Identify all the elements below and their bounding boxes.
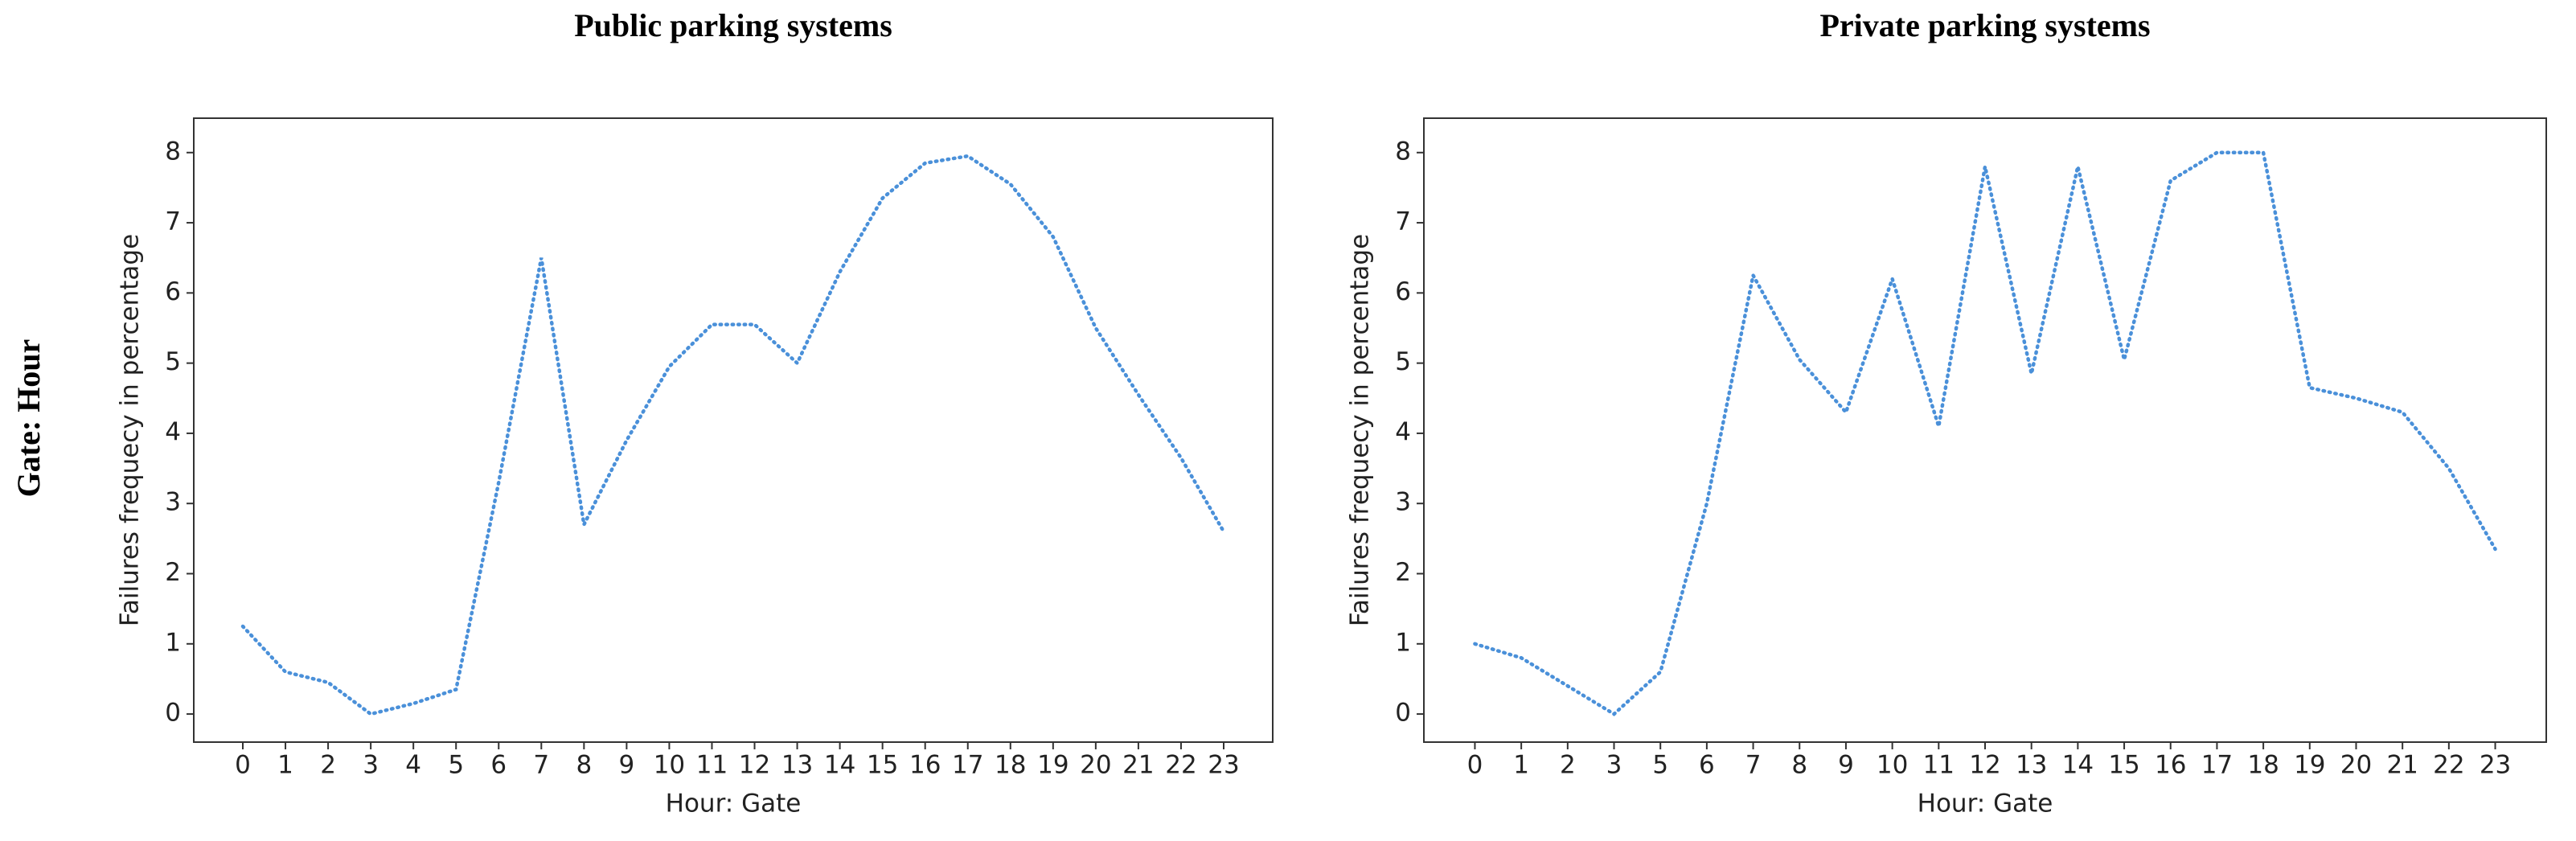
x-tick-label: 10 xyxy=(654,751,685,780)
y-tick-label: 3 xyxy=(165,488,181,517)
x-tick-label: 4 xyxy=(405,751,421,780)
chart-title: Public parking systems xyxy=(574,7,892,43)
x-tick-label: 7 xyxy=(1745,751,1762,780)
x-tick-label: 5 xyxy=(448,751,464,780)
x-tick-label: 17 xyxy=(952,751,983,780)
x-tick-label: 13 xyxy=(781,751,813,780)
x-tick-label: 12 xyxy=(739,751,770,780)
x-tick-label: 7 xyxy=(533,751,549,780)
row-label: Gate: Hour xyxy=(10,339,47,498)
y-tick-label: 8 xyxy=(165,137,181,166)
x-tick-label: 23 xyxy=(1208,751,1239,780)
x-tick-label: 8 xyxy=(576,751,592,780)
x-tick-label: 11 xyxy=(696,751,728,780)
y-tick-label: 1 xyxy=(165,628,181,657)
x-tick-label: 17 xyxy=(2201,751,2233,780)
x-tick-label: 18 xyxy=(995,751,1026,780)
x-axis-label: Hour: Gate xyxy=(1918,790,2053,818)
x-tick-label: 9 xyxy=(619,751,635,780)
x-tick-label: 6 xyxy=(1699,751,1715,780)
y-tick-label: 2 xyxy=(165,558,181,587)
data-line xyxy=(1473,150,2497,716)
x-tick-label: 12 xyxy=(1969,751,2000,780)
y-tick-label: 1 xyxy=(1395,628,1411,657)
x-tick-label: 23 xyxy=(2480,751,2511,780)
y-axis-label: Failures frequecy in percentage xyxy=(1346,234,1375,626)
x-tick-label: 13 xyxy=(2016,751,2047,780)
x-tick-label: 14 xyxy=(2062,751,2094,780)
x-tick-label: 21 xyxy=(2386,751,2418,780)
x-tick-label: 2 xyxy=(1560,751,1576,780)
x-tick-label: 5 xyxy=(1652,751,1668,780)
y-tick-label: 6 xyxy=(165,277,181,306)
x-tick-label: 8 xyxy=(1791,751,1807,780)
x-tick-label: 15 xyxy=(867,751,898,780)
y-tick-label: 0 xyxy=(165,699,181,728)
x-tick-label: 3 xyxy=(1606,751,1622,780)
x-tick-label: 14 xyxy=(824,751,855,780)
x-tick-label: 1 xyxy=(277,751,293,780)
x-tick-label: 9 xyxy=(1838,751,1854,780)
x-tick-label: 21 xyxy=(1122,751,1154,780)
data-line xyxy=(240,154,1226,716)
x-tick-label: 6 xyxy=(490,751,507,780)
x-tick-label: 1 xyxy=(1513,751,1529,780)
x-tick-label: 3 xyxy=(363,751,379,780)
x-tick-label: 15 xyxy=(2108,751,2139,780)
y-tick-label: 5 xyxy=(165,347,181,376)
y-tick-label: 6 xyxy=(1395,277,1411,306)
y-axis-label: Failures frequecy in percentage xyxy=(116,234,145,626)
x-tick-label: 0 xyxy=(235,751,251,780)
x-tick-label: 16 xyxy=(2155,751,2186,780)
y-tick-label: 7 xyxy=(165,207,181,236)
x-tick-label: 19 xyxy=(1037,751,1069,780)
x-tick-label: 22 xyxy=(2433,751,2464,780)
y-tick-label: 8 xyxy=(1395,137,1411,166)
x-tick-label: 20 xyxy=(1080,751,1111,780)
y-tick-label: 0 xyxy=(1395,699,1411,728)
x-tick-label: 18 xyxy=(2247,751,2279,780)
y-tick-label: 5 xyxy=(1395,347,1411,376)
x-tick-label: 16 xyxy=(909,751,941,780)
x-tick-label: 11 xyxy=(1923,751,1955,780)
x-tick-label: 2 xyxy=(320,751,336,780)
x-tick-label: 20 xyxy=(2340,751,2372,780)
y-tick-label: 4 xyxy=(165,417,181,446)
x-tick-label: 0 xyxy=(1467,751,1483,780)
y-tick-label: 2 xyxy=(1395,558,1411,587)
x-tick-label: 19 xyxy=(2294,751,2325,780)
x-tick-label: 10 xyxy=(1877,751,1908,780)
plot-frame xyxy=(193,117,1274,743)
x-tick-label: 22 xyxy=(1165,751,1196,780)
y-tick-label: 4 xyxy=(1395,417,1411,446)
y-tick-label: 3 xyxy=(1395,488,1411,517)
chart-title: Private parking systems xyxy=(1819,7,2150,43)
plot-frame xyxy=(1423,117,2547,743)
x-axis-label: Hour: Gate xyxy=(666,790,802,818)
y-tick-label: 7 xyxy=(1395,207,1411,236)
